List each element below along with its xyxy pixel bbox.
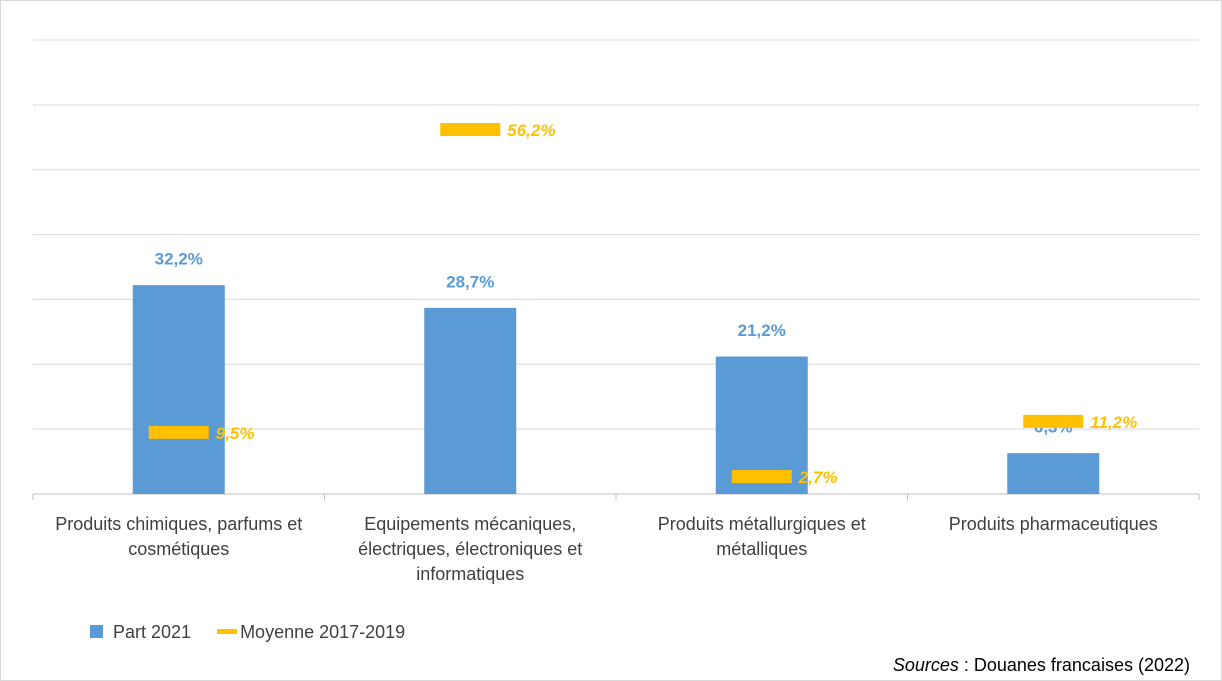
x-tick-label: Produits métallurgiques et métalliques [657,514,866,559]
legend-swatch [217,629,238,634]
data-label: 11,2% [1090,413,1137,432]
legend-label: Part 2021 [113,622,191,642]
x-tick-label: Produits pharmaceutiques [948,514,1158,534]
data-label: 32,2% [155,250,203,269]
x-tick-label: Produits chimiques, parfums et cosmétiqu… [55,514,303,559]
data-label: 9,5% [216,424,255,443]
source: Sources : Douanes francaises (2022) [893,655,1190,676]
marker [148,425,209,439]
x-tick-label: Equipements mécaniques, électriques, éle… [358,514,583,584]
data-label: 2,7% [798,468,838,487]
bar [132,285,225,494]
marker [440,123,501,137]
legend-swatch [90,625,103,638]
data-label: 28,7% [446,272,494,291]
source-label: Sources [892,655,959,675]
bar [1007,453,1100,494]
source-text: : Douanes francaises (2022) [958,655,1190,675]
data-label: 56,2% [507,121,555,140]
data-label: 21,2% [738,321,786,340]
legend-label: Moyenne 2017-2019 [240,622,405,642]
bar [424,307,517,494]
marker [731,469,792,483]
marker [1023,414,1084,428]
